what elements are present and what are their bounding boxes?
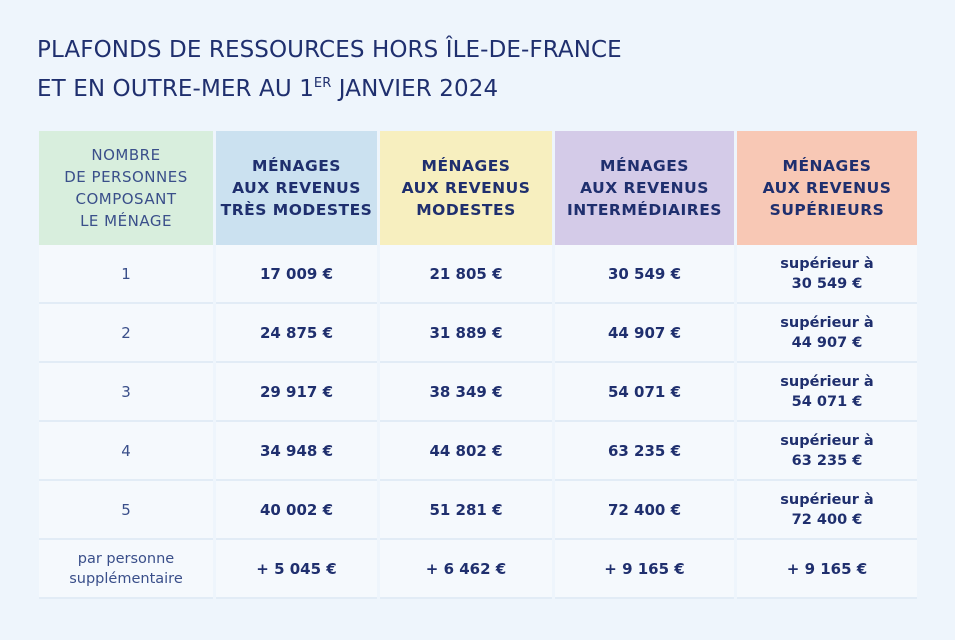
- extra-label-line-1: par personne: [77, 550, 175, 567]
- header-line: AUX REVENUS: [762, 179, 892, 197]
- cell-tres-modestes: + 5 045 €: [216, 540, 377, 599]
- table-row-extra-person: par personne supplémentaire + 5 045 € + 6…: [39, 540, 917, 599]
- header-line: MÉNAGES: [782, 157, 872, 175]
- cell-persons: 1: [39, 245, 213, 304]
- superieurs-value: 44 907 €: [791, 334, 863, 351]
- header-persons: NOMBRE DE PERSONNES COMPOSANT LE MÉNAGE: [39, 131, 213, 245]
- header-line: MÉNAGES: [421, 157, 511, 175]
- cell-intermediaires: 63 235 €: [555, 422, 734, 481]
- table-header-row: NOMBRE DE PERSONNES COMPOSANT LE MÉNAGE …: [39, 131, 917, 245]
- header-modestes: MÉNAGES AUX REVENUS MODESTES: [380, 131, 552, 245]
- cell-persons: 4: [39, 422, 213, 481]
- cell-superieurs: supérieur à 30 549 €: [737, 245, 917, 304]
- header-line: MÉNAGES: [252, 157, 341, 175]
- header-line: AUX REVENUS: [232, 179, 361, 197]
- cell-intermediaires: 72 400 €: [555, 481, 734, 540]
- cell-modestes: 21 805 €: [380, 245, 552, 304]
- extra-label-line-2: supplémentaire: [69, 570, 183, 587]
- title-line-2: ET EN OUTRE-MER AU 1ER JANVIER 2024: [37, 67, 622, 106]
- cell-modestes: 31 889 €: [380, 304, 552, 363]
- superieurs-label: supérieur à: [780, 432, 874, 449]
- title-line-2-sup: ER: [313, 76, 332, 91]
- superieurs-label: supérieur à: [780, 255, 874, 272]
- superieurs-value: 63 235 €: [791, 452, 863, 469]
- header-line: SUPÉRIEURS: [769, 201, 885, 219]
- title-line-2-prefix: ET EN OUTRE-MER AU 1: [37, 76, 314, 102]
- cell-superieurs: supérieur à 63 235 €: [737, 422, 917, 481]
- cell-intermediaires: 30 549 €: [555, 245, 734, 304]
- header-superieurs: MÉNAGES AUX REVENUS SUPÉRIEURS: [737, 131, 917, 245]
- superieurs-label: supérieur à: [780, 373, 874, 390]
- cell-tres-modestes: 17 009 €: [216, 245, 377, 304]
- header-persons-line: LE MÉNAGE: [80, 212, 172, 230]
- header-persons-line: COMPOSANT: [75, 190, 177, 208]
- header-line: AUX REVENUS: [401, 179, 531, 197]
- cell-modestes: + 6 462 €: [380, 540, 552, 599]
- table-row: 1 17 009 € 21 805 € 30 549 € supérieur à…: [39, 245, 917, 304]
- title-line-1: PLAFONDS DE RESSOURCES HORS ÎLE-DE-FRANC…: [37, 37, 622, 63]
- superieurs-value: 30 549 €: [791, 275, 863, 292]
- cell-intermediaires: 54 071 €: [555, 363, 734, 422]
- superieurs-value: 54 071 €: [791, 393, 863, 410]
- cell-tres-modestes: 34 948 €: [216, 422, 377, 481]
- cell-modestes: 44 802 €: [380, 422, 552, 481]
- title-line-2-suffix: JANVIER 2024: [331, 76, 499, 102]
- cell-persons: 2: [39, 304, 213, 363]
- cell-intermediaires: + 9 165 €: [555, 540, 734, 599]
- cell-tres-modestes: 29 917 €: [216, 363, 377, 422]
- header-line: MÉNAGES: [600, 157, 689, 175]
- superieurs-label: supérieur à: [780, 491, 874, 508]
- header-line: INTERMÉDIAIRES: [567, 201, 722, 219]
- cell-superieurs: supérieur à 44 907 €: [737, 304, 917, 363]
- cell-superieurs: supérieur à 54 071 €: [737, 363, 917, 422]
- table-row: 3 29 917 € 38 349 € 54 071 € supérieur à…: [39, 363, 917, 422]
- superieurs-label: supérieur à: [780, 314, 874, 331]
- cell-persons: 5: [39, 481, 213, 540]
- header-persons-line: DE PERSONNES: [64, 168, 188, 186]
- table-row: 5 40 002 € 51 281 € 72 400 € supérieur à…: [39, 481, 917, 540]
- cell-persons: 3: [39, 363, 213, 422]
- superieurs-value: 72 400 €: [791, 511, 863, 528]
- cell-intermediaires: 44 907 €: [555, 304, 734, 363]
- cell-modestes: 38 349 €: [380, 363, 552, 422]
- cell-modestes: 51 281 €: [380, 481, 552, 540]
- cell-tres-modestes: 40 002 €: [216, 481, 377, 540]
- page-title: PLAFONDS DE RESSOURCES HORS ÎLE-DE-FRANC…: [37, 34, 622, 106]
- cell-extra-person-label: par personne supplémentaire: [39, 540, 213, 599]
- table-row: 4 34 948 € 44 802 € 63 235 € supérieur à…: [39, 422, 917, 481]
- header-tres-modestes: MÉNAGES AUX REVENUS TRÈS MODESTES: [216, 131, 377, 245]
- cell-superieurs: supérieur à 72 400 €: [737, 481, 917, 540]
- cell-tres-modestes: 24 875 €: [216, 304, 377, 363]
- table-row: 2 24 875 € 31 889 € 44 907 € supérieur à…: [39, 304, 917, 363]
- header-persons-line: NOMBRE: [91, 146, 161, 164]
- header-intermediaires: MÉNAGES AUX REVENUS INTERMÉDIAIRES: [555, 131, 734, 245]
- cell-superieurs: + 9 165 €: [737, 540, 917, 599]
- header-line: AUX REVENUS: [580, 179, 709, 197]
- header-line: TRÈS MODESTES: [220, 201, 373, 219]
- resource-ceiling-table: NOMBRE DE PERSONNES COMPOSANT LE MÉNAGE …: [36, 131, 920, 599]
- header-line: MODESTES: [416, 201, 516, 219]
